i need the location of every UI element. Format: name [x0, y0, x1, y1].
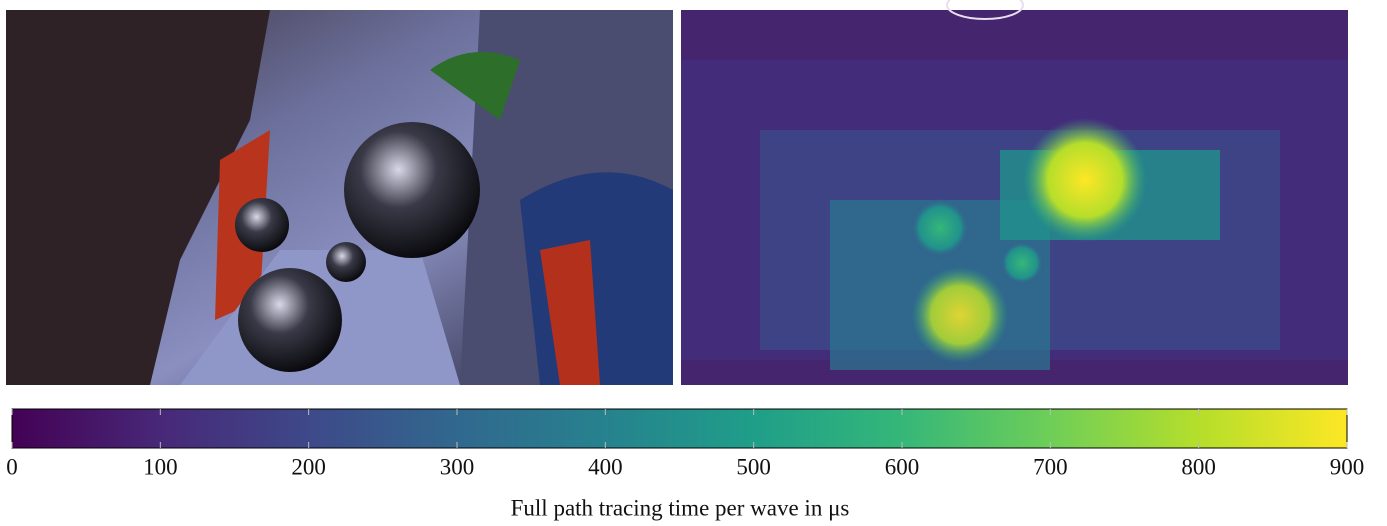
x-tick-label: 700 [1033, 454, 1068, 479]
x-tick-label: 800 [1181, 454, 1216, 479]
x-tick-label: 0 [6, 454, 18, 479]
x-tick-label: 900 [1330, 454, 1365, 479]
axis-label: Full path tracing time per wave in μs [511, 495, 850, 520]
x-tick-label: 600 [885, 454, 920, 479]
figure: Full path tracing time per wave in μs 0 1… [0, 0, 1387, 526]
heatmap-image [681, 0, 1348, 385]
colorbar [12, 409, 1347, 448]
x-tick-label: 300 [440, 454, 475, 479]
x-tick-label: 400 [588, 454, 623, 479]
x-tick-label: 500 [736, 454, 771, 479]
x-tick-label: 100 [143, 454, 178, 479]
render-image [6, 10, 673, 385]
x-tick-label: 200 [291, 454, 326, 479]
